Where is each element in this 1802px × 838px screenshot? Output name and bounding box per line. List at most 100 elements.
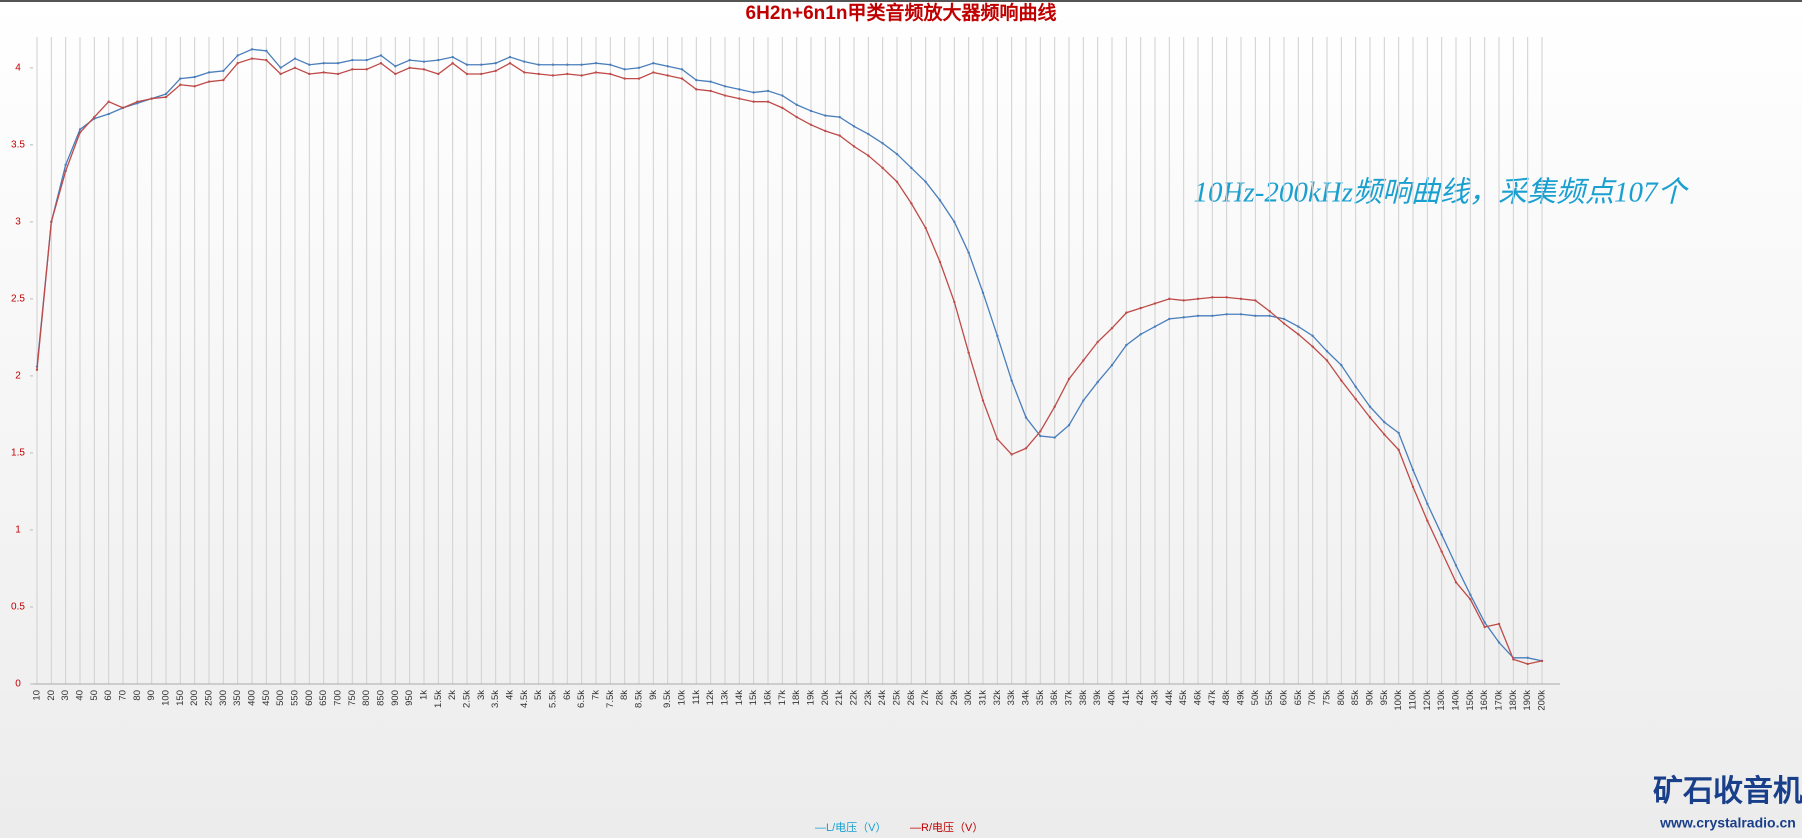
x-tick-label: 18k bbox=[791, 690, 802, 706]
x-tick-label: 130k bbox=[1436, 690, 1447, 711]
x-tick-label: 49k bbox=[1236, 690, 1247, 706]
data-point bbox=[1067, 424, 1071, 427]
data-point bbox=[1469, 593, 1472, 596]
data-point bbox=[1526, 662, 1529, 666]
x-tick-label: 12k bbox=[705, 690, 716, 706]
data-point bbox=[709, 80, 712, 83]
x-tick-label: 10 bbox=[32, 690, 43, 701]
x-tick-label: 46k bbox=[1193, 690, 1204, 706]
data-point bbox=[1268, 310, 1271, 313]
data-point bbox=[207, 71, 211, 74]
data-point bbox=[609, 63, 612, 66]
data-point bbox=[1483, 621, 1486, 624]
y-tick-label: 0 bbox=[15, 679, 21, 690]
data-point bbox=[1168, 317, 1171, 321]
data-point bbox=[1139, 333, 1142, 336]
data-point bbox=[1411, 468, 1415, 472]
y-tick-label: 3.5 bbox=[11, 139, 25, 150]
data-point bbox=[236, 61, 239, 65]
data-point bbox=[1182, 316, 1185, 319]
data-point bbox=[924, 226, 927, 230]
data-point bbox=[881, 166, 884, 170]
x-tick-label: 120k bbox=[1422, 690, 1433, 711]
data-point bbox=[1196, 297, 1200, 301]
x-tick-label: 60 bbox=[103, 690, 114, 701]
data-point bbox=[738, 88, 741, 91]
x-tick-label: 200 bbox=[189, 690, 200, 706]
data-point bbox=[351, 68, 354, 71]
data-point bbox=[867, 154, 870, 157]
data-point bbox=[910, 202, 913, 205]
x-tick-label: 65k bbox=[1293, 690, 1304, 706]
x-tick-label: 400 bbox=[247, 690, 258, 706]
x-tick-label: 8k bbox=[619, 690, 630, 700]
data-point bbox=[293, 66, 297, 70]
data-point bbox=[451, 55, 454, 59]
data-point bbox=[1454, 581, 1458, 584]
x-tick-label: 20 bbox=[46, 690, 57, 701]
data-point bbox=[1196, 314, 1200, 318]
data-point bbox=[594, 61, 598, 65]
watermark-url: www.crystalradio.cn bbox=[1659, 815, 1796, 831]
data-point bbox=[637, 77, 641, 80]
data-point bbox=[78, 128, 82, 131]
data-point bbox=[394, 65, 397, 68]
x-tick-label: 26k bbox=[906, 690, 917, 706]
data-point bbox=[121, 106, 125, 110]
x-tick-label: 85k bbox=[1350, 690, 1361, 706]
x-tick-label: 6k bbox=[562, 690, 573, 700]
x-tick-label: 44k bbox=[1164, 690, 1175, 706]
data-point bbox=[279, 72, 282, 76]
series-line bbox=[36, 48, 1543, 662]
data-point bbox=[1110, 326, 1114, 330]
data-point bbox=[795, 103, 798, 106]
data-point bbox=[1153, 325, 1157, 328]
x-tick-label: 16k bbox=[763, 690, 774, 706]
x-tick-label: 30k bbox=[963, 690, 974, 706]
data-point bbox=[752, 100, 755, 103]
data-point bbox=[523, 60, 526, 63]
y-tick-label: 1.5 bbox=[11, 448, 25, 459]
data-point bbox=[336, 61, 340, 65]
data-point bbox=[981, 399, 985, 402]
data-point bbox=[250, 48, 254, 51]
x-tick-label: 900 bbox=[390, 690, 401, 706]
data-point bbox=[451, 61, 454, 65]
y-tick-label: 0.5 bbox=[11, 602, 25, 613]
data-point bbox=[695, 88, 698, 91]
data-point bbox=[1282, 322, 1286, 325]
data-point bbox=[809, 123, 813, 127]
data-point bbox=[408, 58, 411, 62]
data-point bbox=[480, 63, 483, 66]
data-point bbox=[265, 58, 268, 62]
x-tick-label: 19k bbox=[806, 690, 817, 706]
x-tick-label: 37k bbox=[1064, 690, 1075, 706]
data-point bbox=[1254, 314, 1257, 318]
x-tick-label: 950 bbox=[404, 690, 415, 706]
x-tick-label: 20k bbox=[820, 690, 831, 706]
data-point bbox=[1340, 379, 1343, 382]
legend-label: —L/电压（V） bbox=[815, 821, 887, 834]
x-tick-label: 17k bbox=[777, 690, 788, 706]
data-point bbox=[609, 72, 612, 76]
x-tick-label: 10k bbox=[677, 690, 688, 706]
data-point bbox=[35, 368, 39, 371]
data-point bbox=[1354, 385, 1357, 388]
x-tick-label: 36k bbox=[1049, 690, 1060, 706]
data-point bbox=[1039, 434, 1042, 438]
data-point bbox=[1239, 297, 1243, 301]
data-point bbox=[1512, 658, 1515, 661]
watermark-name: 矿石收音机 bbox=[1653, 774, 1802, 808]
x-tick-label: 55k bbox=[1264, 690, 1275, 706]
x-tick-label: 47k bbox=[1207, 690, 1218, 706]
x-tick-label: 150k bbox=[1465, 690, 1476, 711]
x-tick-label: 650 bbox=[318, 690, 329, 706]
data-point bbox=[566, 63, 569, 66]
data-point bbox=[637, 66, 641, 70]
data-point bbox=[666, 74, 669, 77]
data-point bbox=[1082, 359, 1085, 362]
data-point bbox=[64, 163, 67, 167]
x-tick-label: 22k bbox=[849, 690, 860, 706]
data-point bbox=[222, 69, 225, 73]
data-point bbox=[437, 72, 440, 76]
